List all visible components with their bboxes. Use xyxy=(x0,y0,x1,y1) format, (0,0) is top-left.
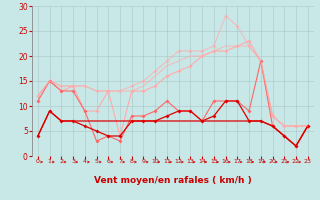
X-axis label: Vent moyen/en rafales ( km/h ): Vent moyen/en rafales ( km/h ) xyxy=(94,176,252,185)
